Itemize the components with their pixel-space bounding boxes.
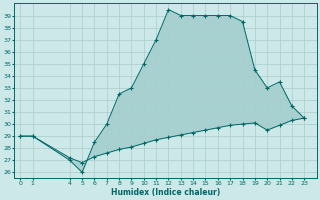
X-axis label: Humidex (Indice chaleur): Humidex (Indice chaleur) — [111, 188, 220, 197]
